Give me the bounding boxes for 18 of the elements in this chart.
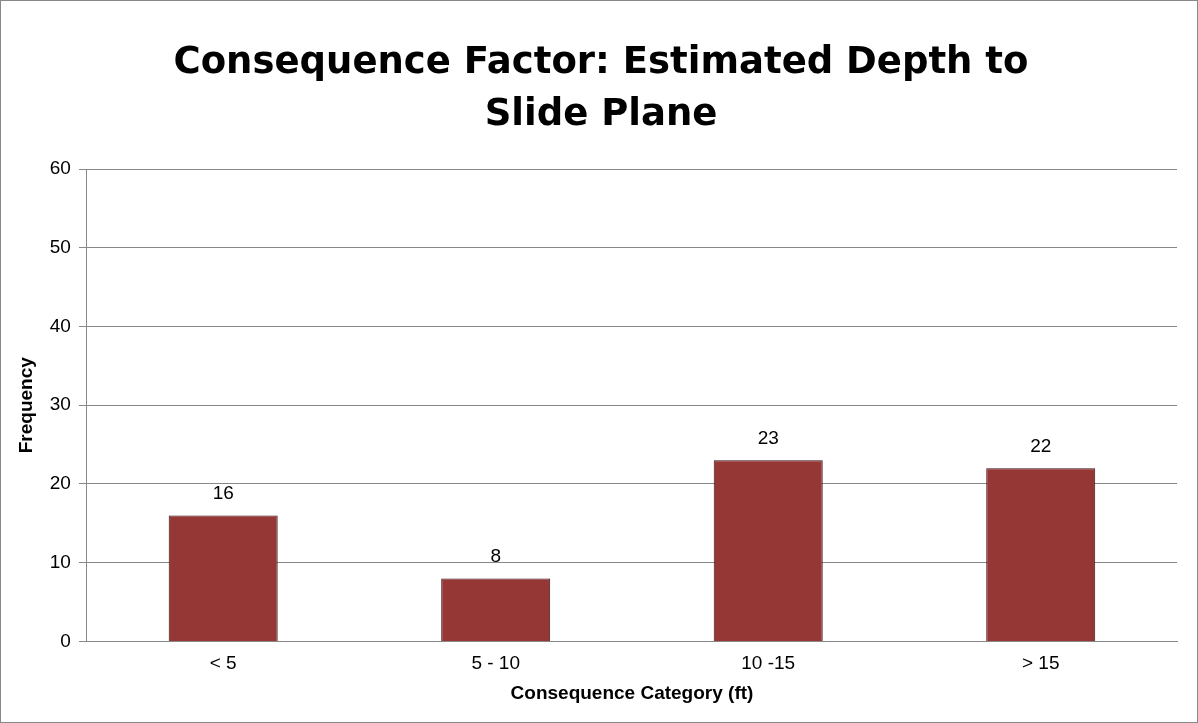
- y-tick-label: 0: [60, 629, 71, 651]
- y-tick-label: 60: [49, 157, 71, 179]
- chart-title: Consequence Factor: Estimated Depth to Slide Plane: [172, 38, 1030, 136]
- y-axis-title: Frequency: [14, 356, 36, 454]
- data-label: 23: [757, 427, 779, 449]
- y-tick-label: 10: [49, 550, 71, 572]
- x-tick-label: > 15: [1021, 652, 1060, 674]
- data-label: 8: [490, 545, 501, 567]
- x-tick-label: < 5: [209, 652, 237, 674]
- y-tick-label: 50: [49, 235, 71, 257]
- x-axis-title: Consequence Category (ft): [510, 681, 754, 703]
- y-tick-label: 30: [49, 393, 71, 415]
- x-tick-label: 10 -15: [741, 652, 796, 674]
- x-tick-label: 5 - 10: [471, 652, 521, 674]
- data-label: 16: [212, 482, 234, 504]
- y-tick-label: 20: [49, 472, 71, 494]
- y-tick-label: 40: [49, 314, 71, 336]
- data-label: 22: [1030, 434, 1052, 456]
